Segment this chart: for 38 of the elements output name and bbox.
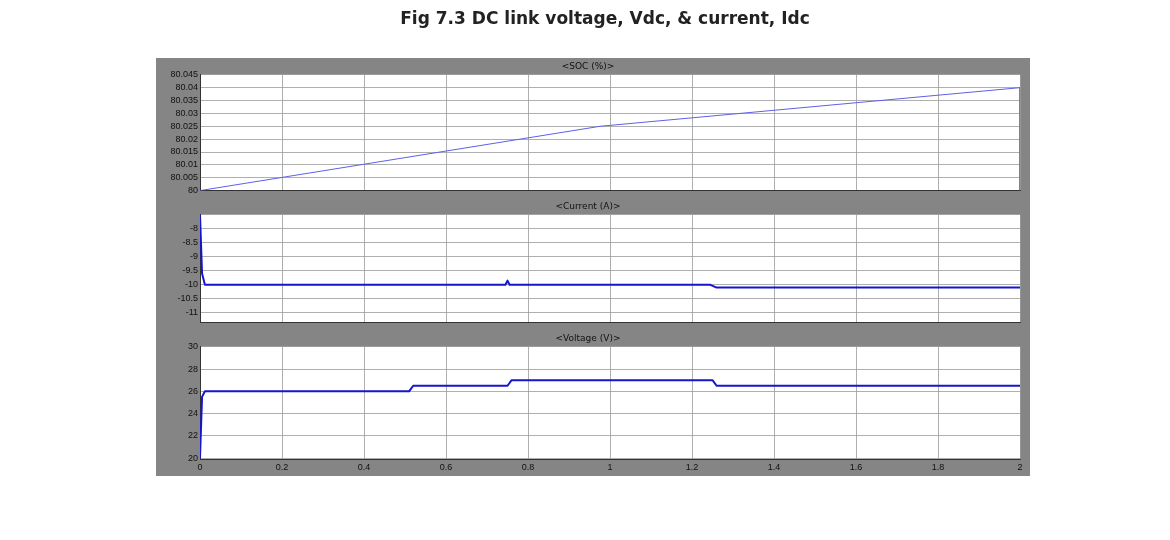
y-tick-label: 80	[187, 185, 198, 196]
y-tick-label: 80.01	[175, 159, 198, 170]
x-tick-label: 0.2	[275, 462, 289, 473]
x-tick-label: 0.8	[521, 462, 535, 473]
x-tick-label: 1.6	[849, 462, 863, 473]
x-tick-label: 1.2	[685, 462, 699, 473]
chart-title: <Voltage (V)>	[555, 332, 621, 343]
y-tick-label: 20	[187, 452, 198, 463]
y-tick-label: -11	[185, 307, 198, 318]
x-tick-label: 1.8	[931, 462, 945, 473]
y-tick-label: -9.5	[182, 265, 198, 276]
x-tick-label: 1	[607, 462, 613, 473]
x-tick-label: 1.4	[767, 462, 781, 473]
y-tick-label: 30	[187, 341, 198, 352]
x-tick-label: 0	[197, 462, 203, 473]
y-tick-label: 24	[187, 408, 198, 419]
y-tick-label: 80.03	[175, 107, 198, 118]
y-tick-label: 80.035	[170, 95, 198, 106]
y-tick-label: -9	[189, 251, 198, 262]
x-tick-label: 0.6	[439, 462, 453, 473]
chart-title: <Current (A)>	[555, 200, 621, 211]
y-tick-label: 26	[187, 385, 198, 396]
caption: Fig 7.3 DC link voltage, Vdc, & current, Idc	[399, 8, 811, 28]
y-tick-label: 80.025	[170, 120, 198, 131]
y-tick-label: 80.04	[175, 82, 198, 93]
y-tick-label: -8.5	[182, 237, 198, 248]
y-tick-label: 80.02	[175, 133, 198, 144]
y-tick-label: 80.045	[170, 69, 198, 80]
y-tick-label: -10	[184, 279, 198, 290]
y-tick-label: 80.005	[170, 172, 198, 183]
y-tick-label: 22	[187, 430, 198, 441]
chart-title: <SOC (%)>	[561, 60, 615, 71]
y-tick-label: 28	[187, 363, 198, 374]
x-tick-label: 0.4	[357, 462, 371, 473]
y-tick-label: -8	[189, 223, 198, 234]
x-tick-label: 2	[1017, 462, 1023, 473]
y-tick-label: 80.015	[170, 146, 198, 157]
y-tick-label: -10.5	[177, 293, 198, 304]
